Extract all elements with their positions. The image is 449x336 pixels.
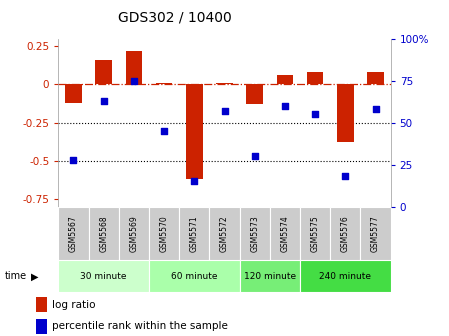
Text: GSM5577: GSM5577 — [371, 215, 380, 252]
Text: GSM5568: GSM5568 — [99, 215, 108, 252]
Bar — [277, 75, 293, 84]
Bar — [270, 207, 300, 260]
Text: GSM5576: GSM5576 — [341, 215, 350, 252]
Text: 120 minute: 120 minute — [244, 272, 296, 281]
Text: GSM5570: GSM5570 — [159, 215, 168, 252]
Text: GSM5571: GSM5571 — [190, 215, 199, 252]
Bar — [149, 207, 179, 260]
Text: 60 minute: 60 minute — [171, 272, 218, 281]
Point — [100, 98, 107, 103]
Point — [191, 179, 198, 184]
Bar — [119, 207, 149, 260]
Text: GSM5572: GSM5572 — [220, 215, 229, 252]
Text: percentile rank within the sample: percentile rank within the sample — [52, 322, 228, 331]
Bar — [240, 260, 300, 292]
Point — [70, 157, 77, 162]
Bar — [300, 260, 391, 292]
Bar — [337, 84, 354, 142]
Text: ▶: ▶ — [31, 271, 38, 281]
Point — [221, 108, 228, 114]
Text: GDS302 / 10400: GDS302 / 10400 — [118, 10, 232, 24]
Bar — [36, 297, 47, 312]
Text: 240 minute: 240 minute — [319, 272, 371, 281]
Bar — [247, 84, 263, 104]
Text: 30 minute: 30 minute — [80, 272, 127, 281]
Bar — [179, 207, 209, 260]
Point — [251, 154, 258, 159]
Point — [342, 174, 349, 179]
Bar — [209, 207, 240, 260]
Text: GSM5573: GSM5573 — [250, 215, 259, 252]
Point — [130, 78, 137, 83]
Bar — [186, 84, 202, 179]
Bar — [126, 51, 142, 84]
Bar — [58, 260, 149, 292]
Point — [372, 107, 379, 112]
Point — [282, 103, 289, 109]
Bar — [36, 319, 47, 334]
Text: GSM5567: GSM5567 — [69, 215, 78, 252]
Text: time: time — [4, 271, 26, 281]
Bar — [88, 207, 119, 260]
Bar — [361, 207, 391, 260]
Bar — [307, 72, 323, 84]
Bar — [367, 72, 384, 84]
Bar — [95, 60, 112, 84]
Bar — [149, 260, 240, 292]
Bar — [65, 84, 82, 103]
Text: GSM5569: GSM5569 — [129, 215, 138, 252]
Bar — [300, 207, 330, 260]
Bar — [216, 83, 233, 84]
Text: GSM5574: GSM5574 — [281, 215, 290, 252]
Bar — [58, 207, 88, 260]
Point — [160, 128, 167, 134]
Bar — [330, 207, 361, 260]
Text: GSM5575: GSM5575 — [311, 215, 320, 252]
Bar — [240, 207, 270, 260]
Point — [312, 112, 319, 117]
Text: log ratio: log ratio — [52, 300, 95, 309]
Bar — [156, 83, 172, 84]
